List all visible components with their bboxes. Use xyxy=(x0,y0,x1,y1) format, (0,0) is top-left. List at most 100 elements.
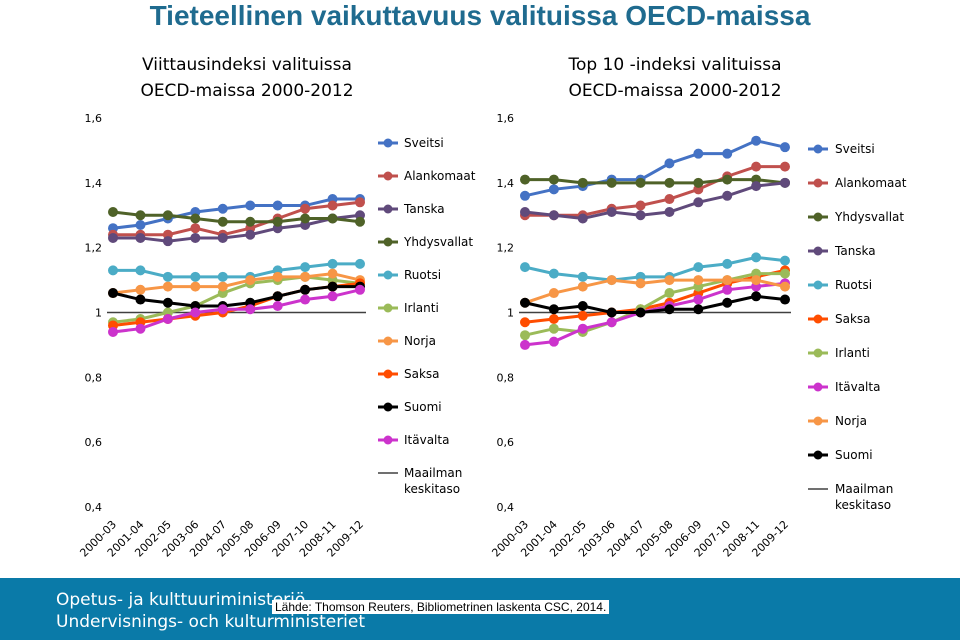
series-tanska xyxy=(520,177,790,224)
legend-marker-alankomaat xyxy=(813,178,823,188)
data-point xyxy=(300,213,311,224)
data-point xyxy=(135,232,146,243)
legend-label-maailman-keskitaso: Maailman keskitaso xyxy=(404,466,462,496)
data-point xyxy=(693,177,704,188)
series-line xyxy=(112,272,361,295)
data-point xyxy=(327,258,338,269)
series-line xyxy=(525,178,786,185)
data-point xyxy=(135,219,146,230)
data-point xyxy=(577,213,588,224)
data-point xyxy=(780,281,790,292)
data-point xyxy=(190,281,201,292)
legend-label-alankomaat: Alankomaat xyxy=(404,169,476,183)
series-itavalta xyxy=(108,284,365,337)
legend-marker-ruotsi xyxy=(383,270,393,280)
data-point xyxy=(664,304,675,315)
legend-marker-irlanti xyxy=(383,303,393,313)
series-line xyxy=(112,285,360,308)
data-point xyxy=(520,330,530,341)
legend-label-alankomaat: Alankomaat xyxy=(835,176,907,190)
data-point xyxy=(355,216,365,227)
chart-title-citation-index: Viittausindeksi valituissa OECD-maissa 2… xyxy=(140,55,354,101)
legend-marker-itavalta xyxy=(813,382,823,392)
data-point xyxy=(664,275,675,286)
data-point xyxy=(577,281,588,292)
series-yhdysvallat xyxy=(108,207,365,227)
legend-marker-yhdysvallat xyxy=(383,237,393,247)
data-point xyxy=(664,158,675,169)
series-irlanti xyxy=(520,268,790,341)
series-line xyxy=(524,278,786,305)
ministry-name-finnish: Opetus- ja kulttuuriministeriö xyxy=(56,590,306,610)
data-point xyxy=(635,278,646,289)
data-point xyxy=(272,200,283,211)
legend-label-irlanti: Irlanti xyxy=(835,346,870,360)
y-tick-label: 0,4 xyxy=(497,501,515,514)
data-point xyxy=(635,177,646,188)
data-point xyxy=(135,294,146,305)
data-point xyxy=(722,174,733,185)
data-point xyxy=(300,294,311,305)
data-point xyxy=(327,268,338,279)
legend-marker-sveitsi xyxy=(383,138,393,148)
data-point xyxy=(751,135,762,146)
data-point xyxy=(548,268,559,279)
data-point xyxy=(108,265,118,276)
data-point xyxy=(272,216,283,227)
y-tick-label: 1 xyxy=(507,307,514,320)
data-point xyxy=(577,301,588,312)
data-point xyxy=(520,174,530,185)
legend-marker-suomi xyxy=(383,402,393,412)
data-point xyxy=(751,252,762,263)
y-tick-label: 0,8 xyxy=(497,371,515,384)
legend-marker-tanska xyxy=(383,204,393,214)
data-point xyxy=(664,194,675,205)
data-point xyxy=(327,200,338,211)
legend-marker-yhdysvallat xyxy=(813,212,823,222)
data-point xyxy=(190,307,201,318)
data-point xyxy=(548,304,559,315)
legend-label-sveitsi: Sveitsi xyxy=(835,142,875,156)
data-point xyxy=(780,255,790,266)
data-point xyxy=(548,210,559,221)
data-point xyxy=(217,203,228,214)
data-point xyxy=(577,271,588,282)
y-tick-label: 0,4 xyxy=(85,501,103,514)
chart-title-top10-index: Top 10 -indeksi valituissa OECD-maissa 2… xyxy=(568,55,782,101)
data-point xyxy=(606,317,617,328)
source-note: Lähde: Thomson Reuters, Bibliometrinen l… xyxy=(272,600,610,614)
data-point xyxy=(217,271,228,282)
data-point xyxy=(245,275,256,286)
data-point xyxy=(751,161,762,172)
legend-label-norja: Norja xyxy=(835,414,867,428)
data-point xyxy=(135,323,146,334)
data-point xyxy=(548,313,559,324)
data-point xyxy=(135,284,146,295)
data-point xyxy=(217,216,228,227)
data-point xyxy=(135,210,146,221)
data-point xyxy=(635,200,646,211)
legend-marker-saksa xyxy=(383,369,393,379)
data-point xyxy=(327,281,338,292)
legend-label-tanska: Tanska xyxy=(834,244,876,258)
series-line xyxy=(524,294,786,314)
data-point xyxy=(548,336,559,347)
data-point xyxy=(245,229,256,240)
data-point xyxy=(217,281,228,292)
legend-label-yhdysvallat: Yhdysvallat xyxy=(403,235,473,249)
data-point xyxy=(780,268,790,279)
legend-marker-ruotsi xyxy=(813,280,823,290)
data-point xyxy=(162,210,173,221)
series-sveitsi xyxy=(108,194,365,234)
legend-label-irlanti: Irlanti xyxy=(404,301,439,315)
chart-1: 0,40,60,811,21,41,62000-032001-042002-05… xyxy=(77,112,475,560)
legend-marker-sveitsi xyxy=(813,144,823,154)
legend-label-itavalta: Itävalta xyxy=(835,380,880,394)
data-point xyxy=(693,148,704,159)
series-line xyxy=(112,275,361,324)
data-point xyxy=(300,262,311,273)
data-point xyxy=(780,161,790,172)
data-point xyxy=(190,213,201,224)
data-point xyxy=(780,142,790,153)
data-point xyxy=(217,304,228,315)
